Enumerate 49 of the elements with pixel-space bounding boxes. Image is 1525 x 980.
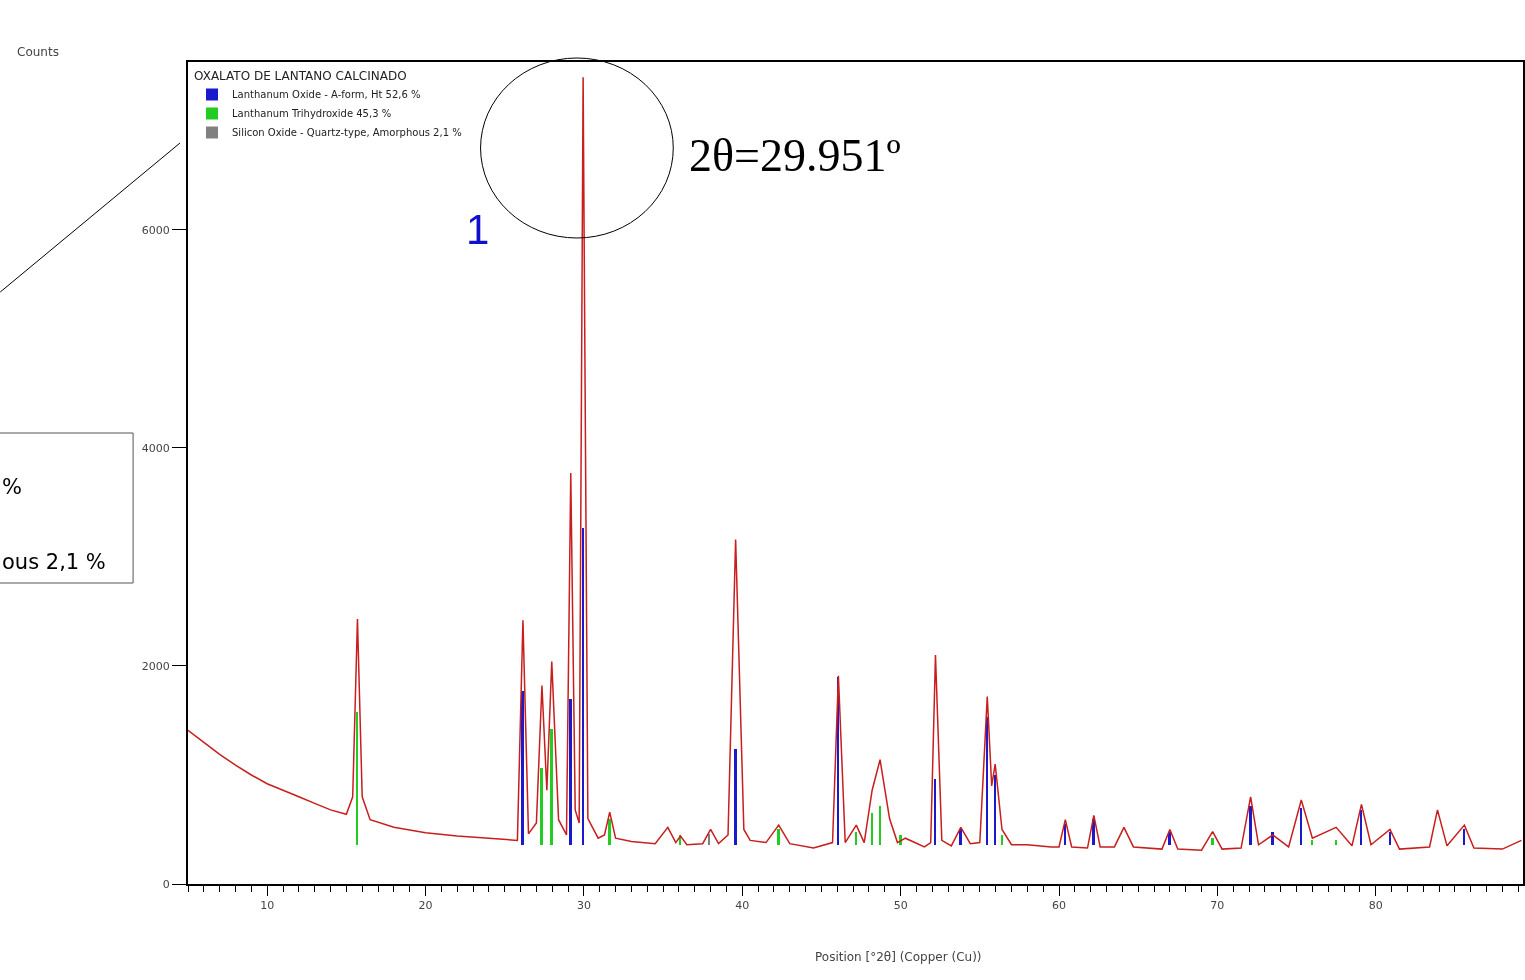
- bar: [994, 775, 996, 845]
- x-axis-title: Position [°2θ] (Copper (Cu)): [815, 950, 982, 964]
- bar: [879, 806, 881, 845]
- y-tick-label: 0: [162, 877, 170, 891]
- y-tick-label: 6000: [141, 223, 170, 237]
- x-tick-label: 10: [260, 899, 275, 913]
- bar: [608, 819, 611, 845]
- bar: [356, 712, 358, 845]
- legend-title: OXALATO DE LANTANO CALCINADO: [194, 69, 407, 84]
- text: Counts: [17, 45, 59, 59]
- bar: [1300, 808, 1302, 845]
- bar: [582, 528, 584, 845]
- bar: [1311, 840, 1313, 845]
- bar: [540, 768, 543, 845]
- legend-label: Lanthanum Oxide - A-form, Ht 52,6 %: [232, 89, 421, 101]
- bar: [1360, 810, 1362, 845]
- x-tick-label: 20: [418, 899, 433, 913]
- bar: [777, 829, 780, 845]
- bar: [550, 729, 553, 845]
- text: ous 2,1 %: [2, 550, 106, 574]
- x-tick-label: 50: [893, 899, 908, 913]
- x-tick-label: 30: [576, 899, 591, 913]
- bar: [734, 749, 737, 845]
- x-tick-label: 70: [1210, 899, 1225, 913]
- bar: [959, 829, 962, 845]
- bar: [1001, 835, 1003, 845]
- annotation: 1: [466, 206, 490, 253]
- bar: [986, 717, 988, 845]
- y-tick-label: 2000: [141, 659, 170, 673]
- bar: [1064, 824, 1066, 845]
- x-tick-label: 40: [735, 899, 750, 913]
- bar: [1335, 840, 1337, 845]
- x-tick-label: 80: [1368, 899, 1383, 913]
- text: %: [2, 475, 22, 499]
- bar: [708, 834, 710, 845]
- bar: [1211, 838, 1214, 845]
- bar: [1389, 832, 1391, 845]
- x-tick-label: 60: [1052, 899, 1066, 913]
- legend-label: Silicon Oxide - Quartz-type, Amorphous 2,1 %: [232, 127, 462, 139]
- y-tick-label: 4000: [141, 441, 170, 455]
- bar: [1249, 806, 1252, 845]
- bar: [569, 699, 572, 845]
- bar: [521, 691, 524, 845]
- annotation: 2θ=29.951º: [689, 130, 901, 181]
- bar: [871, 813, 873, 845]
- bar: [855, 832, 857, 845]
- legend-label: Lanthanum Trihydroxide 45,3 %: [232, 108, 392, 120]
- bar: [1463, 829, 1465, 845]
- bar: [934, 779, 936, 845]
